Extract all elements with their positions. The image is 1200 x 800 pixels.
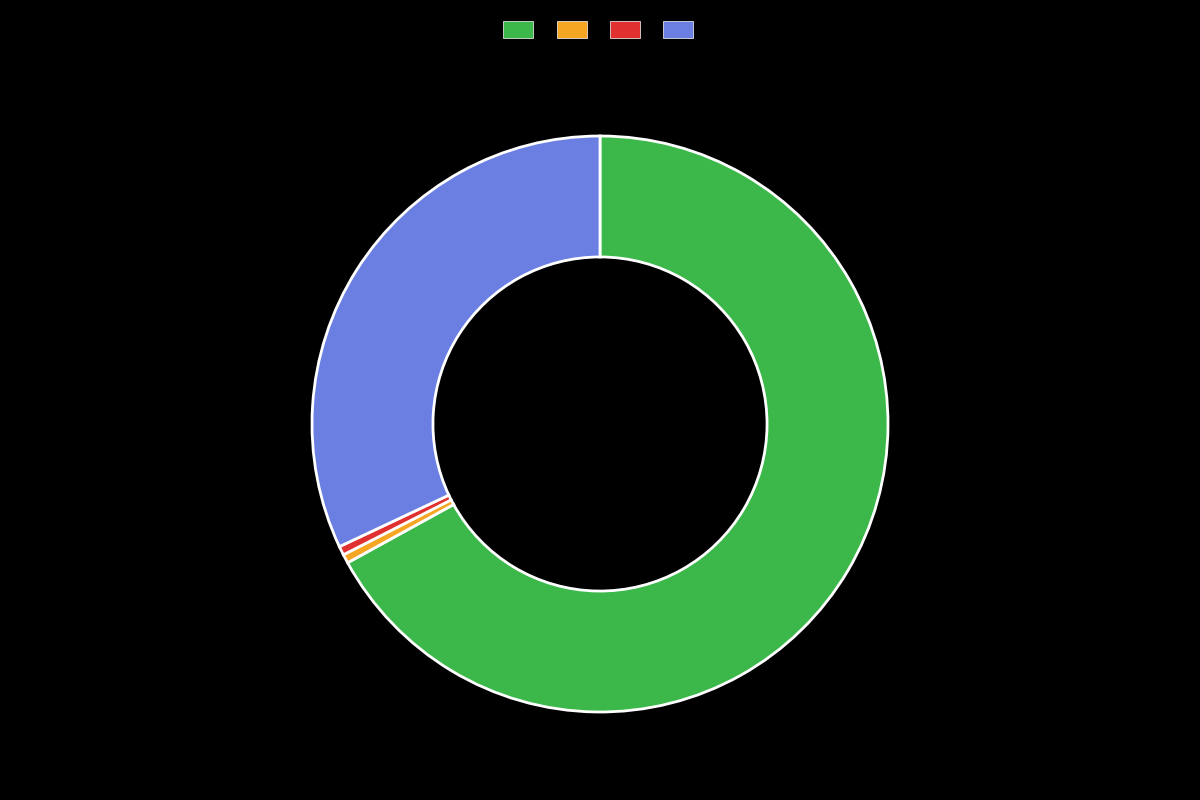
Wedge shape <box>312 136 600 546</box>
Wedge shape <box>343 500 454 562</box>
Wedge shape <box>348 136 888 712</box>
Wedge shape <box>340 495 451 554</box>
Legend: , , , : , , , <box>497 14 703 46</box>
